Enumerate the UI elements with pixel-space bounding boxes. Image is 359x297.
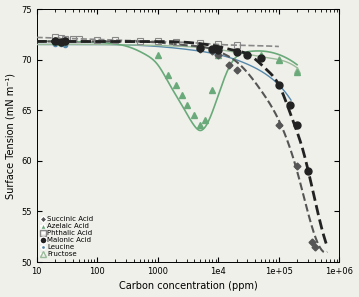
- X-axis label: Carbon concentration (ppm): Carbon concentration (ppm): [118, 282, 257, 291]
- Y-axis label: Surface Tension (mN m⁻¹): Surface Tension (mN m⁻¹): [5, 72, 15, 198]
- Legend: Succinic Acid, Azelaic Acid, Phthalic Acid, Malonic Acid, Leucine, Fructose: Succinic Acid, Azelaic Acid, Phthalic Ac…: [40, 214, 94, 259]
